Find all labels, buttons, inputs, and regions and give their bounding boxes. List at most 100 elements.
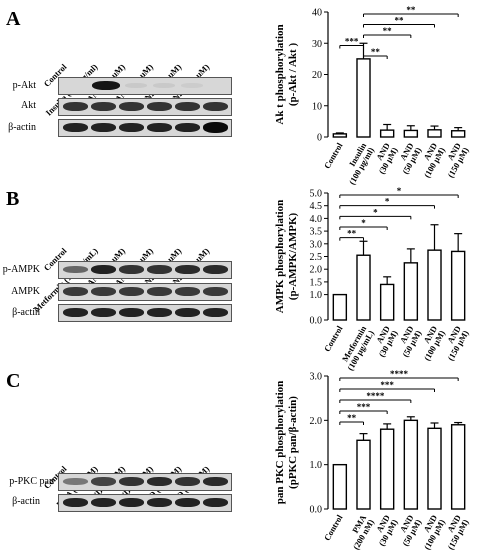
blot-band [147,498,172,507]
significance-label: *** [380,380,394,390]
y-tick-label: 2.0 [310,265,323,276]
blot-band [203,308,228,317]
blot-band [175,498,200,507]
y-tick-label: 4.5 [310,201,323,212]
significance-label: *** [357,402,371,412]
y-tick-label: 3.0 [310,372,323,383]
y-tick-label: 30 [312,39,322,50]
y-tick-label: 5.0 [310,189,323,200]
blot-band [119,102,144,111]
significance-label: **** [366,391,385,401]
panel-letter-a: A [6,8,21,30]
blot-band [147,308,172,317]
blot-band [119,308,144,317]
significance-label: **** [390,369,409,379]
y-tick-label: 10 [312,101,322,112]
blot-band [91,308,116,317]
blot-band [119,287,144,296]
y-tick-label: 1.5 [310,277,323,288]
blot-band [63,266,88,273]
bar [332,293,348,321]
blot-band [203,102,228,111]
blot-band [203,477,228,486]
blot-band [63,308,88,317]
blot-band [175,102,200,111]
significance-label: * [361,218,366,228]
blot-strip-beta-actin [58,304,232,322]
blot-strip-p-akt [58,77,232,95]
blot-band [147,102,172,111]
y-tick-label: 2.0 [310,416,323,427]
blot-band [63,102,88,111]
blot-strip-beta-actin [58,494,232,512]
significance-label: ** [383,26,393,36]
x-tick-label: AND(50 μM) [392,513,423,548]
blot-band [63,498,88,507]
significance-label: ** [371,47,381,57]
y-tick-label: 0.0 [310,505,323,516]
blot-row-label: β-actin [12,496,40,507]
blot-band [91,265,116,274]
blot-band [175,287,200,296]
blot-band [203,287,228,296]
blot-band [119,498,144,507]
y-tick-label: 4.0 [310,214,323,225]
blot-band [63,478,88,485]
significance-label: *** [345,37,359,47]
blot-strip-ampk [58,283,232,301]
blot-band [91,498,116,507]
blot-row-label: p-AMPK [2,264,40,275]
blot-band [91,477,116,486]
bar [356,439,371,510]
blot-row-label: AMPK [11,286,40,297]
x-tick-label: Control [322,512,345,542]
blot-band [147,287,172,296]
y-tick-label: 20 [312,70,322,81]
blot-band [125,83,147,88]
blot-strip-akt [58,98,232,116]
blot-row-label: p-PKC pan [9,476,54,487]
blot-band [119,123,144,132]
significance-label: ** [347,413,357,423]
significance-label: * [385,197,390,207]
bar [450,424,466,510]
blot-band [63,287,88,296]
y-tick-label: 1.0 [310,460,323,471]
blot-band [175,123,200,132]
blot-band [91,123,116,132]
y-tick-label: 0 [317,133,322,144]
y-tick-label: 40 [312,8,322,19]
x-tick-label: AND(100 μM) [414,513,447,550]
blot-band [92,81,120,90]
significance-label: ** [347,229,357,239]
significance-label: ** [406,5,416,15]
blot-row-label: Akt [21,100,36,111]
y-axis-label: Ak t phosphorylation(p-Akt / Akt ) [274,24,299,124]
blot-band [147,123,172,132]
significance-label: * [397,186,402,196]
panel-letter-b: B [6,188,20,210]
y-axis-label: pan PKC phosphorylation(pPKC pan/β-actin… [274,381,299,504]
y-tick-label: 0.0 [310,316,323,327]
panel-letter-c: C [6,370,21,392]
blot-band [91,102,116,111]
y-tick-label: 2.5 [310,252,323,263]
significance-label: ** [395,16,405,26]
blot-band [91,287,116,296]
x-tick-label: PMA(200 nM) [343,512,377,550]
blot-row-label: β-actin [8,122,36,133]
y-tick-label: 1.0 [310,290,323,301]
blot-band [147,265,172,274]
significance-label: * [373,207,378,217]
blot-strip-p-pkc-pan [58,473,232,491]
blot-band [203,498,228,507]
x-tick-label: AND(150 μM) [438,513,471,550]
bar [427,427,442,510]
y-tick-label: 3.5 [310,227,323,238]
blot-band [119,265,144,274]
bar [332,463,348,510]
blot-band [175,265,200,274]
